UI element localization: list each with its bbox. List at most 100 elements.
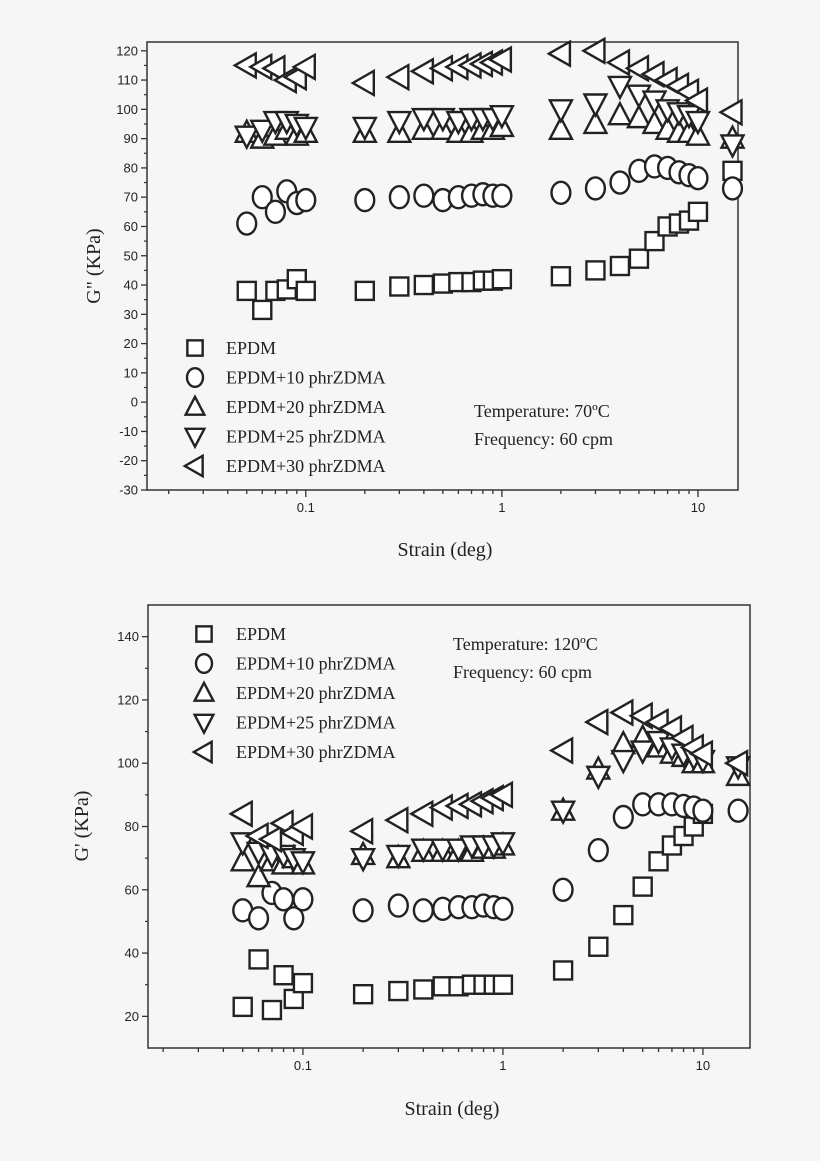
data-point (261, 999, 283, 1021)
data-point (350, 847, 377, 873)
x-axis: 0.1 1 10 (168, 490, 705, 515)
x-tick-label: 1 (498, 500, 505, 515)
data-point (488, 105, 515, 130)
data-point (610, 749, 637, 775)
data-point (721, 176, 744, 201)
y-tick-label: 40 (125, 946, 139, 961)
data-point (547, 99, 574, 124)
data-point (692, 798, 714, 823)
data-point (413, 979, 434, 1000)
data-point (629, 740, 656, 766)
data-point (648, 851, 669, 872)
y-tick-label: 120 (117, 692, 139, 707)
annotation: Temperature: 120ºC (453, 634, 598, 654)
data-point (628, 248, 650, 269)
y-tick-label: 60 (125, 882, 139, 897)
y-tick-label: 20 (124, 336, 138, 351)
data-point (684, 110, 711, 136)
data-point (229, 846, 256, 872)
data-point (608, 698, 634, 727)
data-point (288, 812, 314, 841)
x-tick-label: 0.1 (297, 500, 315, 515)
data-point (547, 115, 574, 141)
y-tick-label: 80 (124, 160, 138, 175)
series-2 (236, 154, 744, 236)
data-point (723, 749, 749, 778)
data-point (584, 176, 607, 201)
legend-label: EPDM+30 phrZDMA (236, 742, 396, 762)
legend-label: EPDM (226, 338, 276, 358)
legend: EPDM EPDM+10 phrZDMA EPDM+20 phrZDMA EPDM+2… (191, 624, 396, 765)
data-point (283, 906, 305, 931)
legend-marker (183, 427, 207, 450)
data-point (354, 280, 376, 302)
data-point (488, 780, 514, 809)
data-point (351, 116, 378, 142)
legend-marker (192, 713, 216, 736)
x-axis-label: Strain (deg) (405, 1098, 500, 1120)
data-point (257, 825, 283, 854)
series-5 (228, 698, 749, 854)
data-point (688, 739, 714, 768)
data-point (412, 898, 434, 923)
data-point (273, 965, 294, 986)
data-point (552, 960, 574, 981)
data-point (413, 274, 435, 296)
data-point (413, 183, 435, 208)
y-tick-label: 70 (124, 190, 138, 205)
data-point (233, 125, 260, 151)
data-point (582, 93, 609, 119)
data-point (585, 765, 612, 791)
data-point (606, 75, 633, 101)
data-point (583, 708, 609, 737)
legend-marker (192, 680, 216, 702)
y-tick-label: 140 (117, 629, 139, 644)
y-tick-label: 110 (117, 73, 138, 88)
y-tick-label: 90 (124, 131, 138, 146)
data-point (581, 36, 606, 65)
data-point (491, 268, 513, 290)
data-point (491, 183, 513, 208)
data-point (550, 180, 572, 205)
x-tick-label: 1 (499, 1058, 506, 1073)
data-point (585, 260, 606, 281)
x-tick-label: 0.1 (294, 1058, 312, 1073)
data-point (487, 45, 513, 74)
data-point (609, 255, 631, 277)
y-tick-label: 40 (124, 278, 138, 293)
data-point (489, 832, 516, 857)
data-point (350, 68, 376, 98)
data-point (354, 187, 376, 213)
series-1 (236, 160, 743, 321)
y-tick-label: 20 (125, 1009, 139, 1024)
legend-marker (194, 652, 214, 675)
legend-marker (186, 339, 204, 357)
data-point (718, 98, 743, 127)
y-tick-label: -10 (119, 424, 138, 439)
data-point (387, 893, 409, 918)
y-tick-label: 120 (116, 43, 138, 58)
legend-label: EPDM+10 phrZDMA (236, 654, 396, 674)
y-axis-label: G" (KPa) (83, 228, 105, 303)
data-point (546, 39, 572, 68)
data-point (410, 838, 437, 864)
legend-label: EPDM+10 phrZDMA (226, 368, 386, 388)
annotation: Frequency: 60 cpm (453, 662, 592, 682)
data-point (613, 904, 634, 926)
plot-frame (147, 604, 751, 1049)
data-point (251, 184, 273, 210)
legend-marker (191, 739, 213, 765)
y-tick-label: 50 (124, 248, 138, 263)
series-2 (232, 792, 749, 931)
x-axis-label: Strain (deg) (398, 539, 493, 561)
data-point (612, 804, 634, 830)
data-point (385, 844, 412, 870)
data-point (552, 877, 574, 902)
data-point (247, 906, 270, 931)
data-point (606, 100, 633, 126)
data-point (550, 266, 572, 287)
data-point (292, 887, 314, 912)
y-tick-label: 10 (124, 365, 138, 380)
series-5 (232, 36, 743, 127)
